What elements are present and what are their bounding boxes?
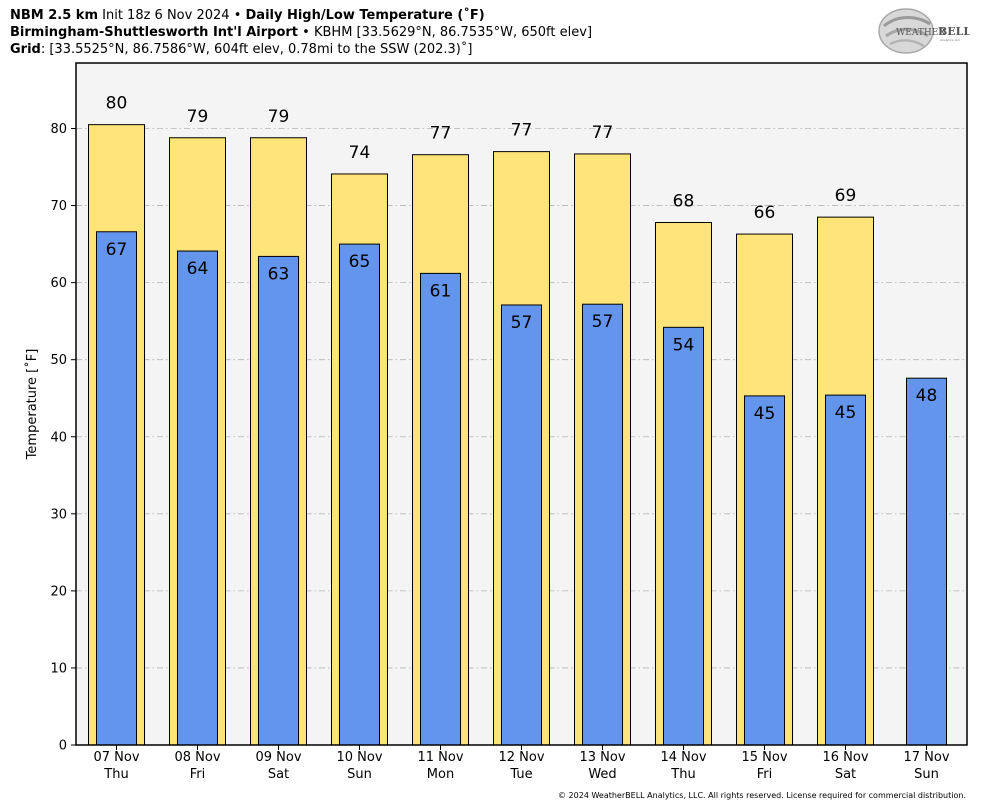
high-temp-label: 69 [835,186,857,206]
grid-line: Grid: [33.5525°N, 86.7586°W, 604ft elev,… [10,41,472,58]
weatherbell-logo: WEATHER BELL Analytics LLC [878,8,970,54]
low-temp-label: 63 [268,264,290,284]
x-tick-weekday: Wed [588,767,616,782]
high-temp-label: 68 [673,192,695,212]
low-temp-bar [339,243,380,746]
high-temp-label: 77 [430,124,452,144]
x-tick-weekday: Sat [835,767,856,782]
low-temp-label: 45 [835,403,857,423]
low-temp-label: 67 [106,240,128,260]
high-temp-label: 80 [106,94,128,114]
y-tick-label: 0 [59,739,67,754]
low-temp-label: 45 [754,404,776,424]
low-temp-bar [663,326,704,746]
high-temp-label: 79 [268,107,290,127]
high-temp-label: 79 [187,107,209,127]
low-temp-bar [825,394,866,746]
x-tick-weekday: Sat [268,767,289,782]
high-temp-label: 77 [511,121,533,141]
station-line: Birmingham-Shuttlesworth Int'l Airport •… [10,24,592,41]
y-tick-label: 20 [50,584,67,599]
x-tick-weekday: Fri [757,767,773,782]
x-tick-weekday: Thu [103,767,128,782]
low-temp-bar [906,377,947,746]
bullet: • [302,25,310,40]
y-tick-label: 60 [50,276,67,291]
y-tick-label: 40 [50,430,67,445]
x-tick-date: 15 Nov [741,750,787,765]
y-tick-label: 80 [50,122,67,137]
x-tick-date: 12 Nov [498,750,544,765]
low-temp-bar [96,231,137,746]
x-tick-date: 10 Nov [336,750,382,765]
low-temp-bar [258,255,299,746]
low-temp-label: 57 [592,312,614,332]
grid-label: Grid [10,42,41,57]
x-tick-date: 16 Nov [822,750,868,765]
logo-subtext: Analytics LLC [940,38,960,42]
y-tick-label: 30 [50,507,67,522]
x-tick-weekday: Thu [670,767,695,782]
y-tick-label: 70 [50,199,67,214]
low-temp-label: 65 [349,252,371,272]
model-name: NBM 2.5 km [10,8,98,23]
x-tick-date: 08 Nov [174,750,220,765]
low-temp-bar [420,272,461,746]
low-temp-label: 54 [673,335,695,355]
x-tick-date: 11 Nov [417,750,463,765]
low-temp-bar [744,395,785,746]
y-tick-label: 50 [50,353,67,368]
grid-info: : [33.5525°N, 86.7586°W, 604ft elev, 0.7… [40,42,473,57]
copyright-notice: © 2024 WeatherBELL Analytics, LLC. All r… [558,791,966,800]
low-temp-bar [582,303,623,746]
bullet: • [233,8,242,23]
chart-title-line: NBM 2.5 km Init 18z 6 Nov 2024 • Daily H… [10,7,485,24]
station-info: KBHM [33.5629°N, 86.7535°W, 650ft elev] [313,25,593,40]
x-tick-date: 17 Nov [903,750,949,765]
x-tick-weekday: Sun [914,767,939,782]
station-name: Birmingham-Shuttlesworth Int'l Airport [10,25,299,40]
init-time: Init 18z 6 Nov 2024 [102,8,230,23]
x-tick-weekday: Fri [190,767,206,782]
y-axis-label: Temperature [˚F] [24,349,40,461]
low-temp-label: 64 [187,259,209,279]
x-tick-weekday: Tue [509,767,532,782]
low-temp-label: 61 [430,281,452,301]
y-tick-label: 10 [50,661,67,676]
high-temp-label: 77 [592,123,614,143]
high-temp-label: 74 [349,143,371,163]
x-tick-date: 09 Nov [255,750,301,765]
logo-text-bell: BELL [938,25,970,38]
bars [88,124,947,746]
low-temp-label: 48 [916,386,938,406]
product-name: Daily High/Low Temperature (˚F) [245,8,485,23]
x-tick-weekday: Sun [347,767,372,782]
x-tick-weekday: Mon [427,767,454,782]
value-labels: 80 67 79 64 79 63 74 65 77 61 77 57 77 57 68 54 66 45 69 45… [106,94,938,424]
low-temp-bar [177,250,218,746]
x-tick-date: 14 Nov [660,750,706,765]
high-temp-label: 66 [754,203,776,223]
logo-text-weather: WEATHER [896,28,945,38]
axes: 0 10 20 30 40 50 60 70 80 07 Nov Thu 08 Nov Fri 09 No… [50,122,949,782]
low-temp-label: 57 [511,313,533,333]
low-temp-bar [501,304,542,746]
x-tick-date: 07 Nov [93,750,139,765]
x-tick-date: 13 Nov [579,750,625,765]
